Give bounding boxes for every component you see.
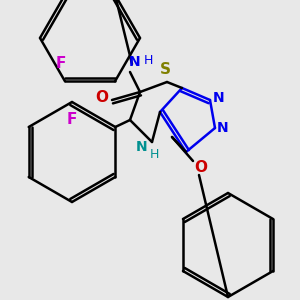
- Text: O: O: [194, 160, 208, 175]
- Text: N: N: [129, 55, 141, 69]
- Text: F: F: [67, 112, 77, 128]
- Text: N: N: [136, 140, 148, 154]
- Text: F: F: [56, 56, 66, 71]
- Text: O: O: [95, 91, 109, 106]
- Text: H: H: [149, 148, 159, 160]
- Text: H: H: [143, 55, 153, 68]
- Text: S: S: [160, 62, 170, 77]
- Text: N: N: [213, 91, 225, 105]
- Text: N: N: [217, 121, 229, 135]
